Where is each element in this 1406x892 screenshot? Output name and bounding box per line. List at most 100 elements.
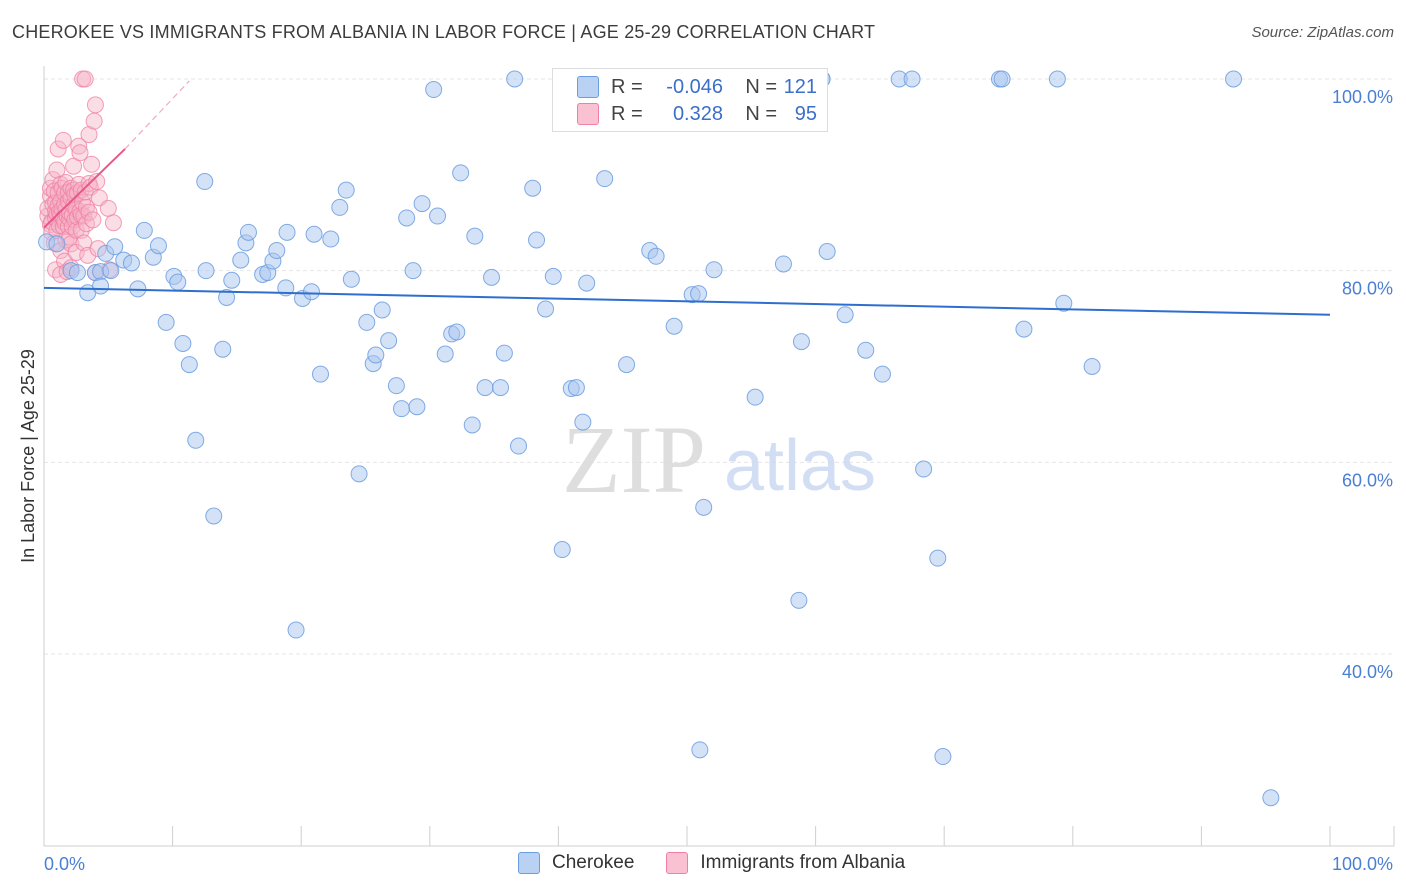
cherokee-point xyxy=(596,170,614,188)
cherokee-point xyxy=(618,356,636,374)
cherokee-point xyxy=(857,341,875,359)
cherokee-point xyxy=(492,379,510,397)
x-tick-label-max: 100.0% xyxy=(1332,854,1393,874)
albania-point xyxy=(54,131,72,149)
cherokee-point xyxy=(393,400,411,418)
cherokee-swatch xyxy=(577,76,599,98)
legend-row-albania: R = 0.328 N = 95 xyxy=(577,102,817,126)
legend-r-value: -0.046 xyxy=(666,75,723,98)
albania-point xyxy=(79,246,97,264)
cherokee-point xyxy=(413,195,431,213)
albania-point xyxy=(84,211,102,229)
legend-row-cherokee: R = -0.046 N = 121 xyxy=(577,75,817,99)
albania-point xyxy=(71,144,89,162)
cherokee-point xyxy=(495,344,513,362)
legend-r-value: 0.328 xyxy=(672,102,723,125)
cherokee-point xyxy=(373,301,391,319)
cherokee-point xyxy=(665,317,683,335)
cherokee-point xyxy=(196,173,214,191)
cherokee-point xyxy=(691,741,709,759)
cherokee-point xyxy=(567,379,585,397)
cherokee-point xyxy=(331,198,349,216)
cherokee-point xyxy=(466,227,484,245)
cherokee-point xyxy=(690,285,708,303)
cherokee-point xyxy=(1225,70,1243,88)
y-tick-label: 40.0% xyxy=(1342,662,1393,682)
legend-r-label: R = xyxy=(611,102,643,125)
y-tick-label: 80.0% xyxy=(1342,279,1393,299)
cherokee-point xyxy=(287,621,305,639)
albania-series xyxy=(39,70,122,283)
cherokee-point xyxy=(537,300,555,318)
gridlines xyxy=(44,78,1394,655)
cherokee-point xyxy=(993,70,1011,88)
legend-label-albania: Immigrants from Albania xyxy=(700,852,906,873)
cherokee-point xyxy=(106,238,124,256)
y-tick-label: 100.0% xyxy=(1332,87,1393,107)
cherokee-point xyxy=(915,460,933,478)
watermark-atlas: atlas xyxy=(724,426,876,506)
albania-point xyxy=(80,203,98,221)
cherokee-point xyxy=(510,437,528,455)
cherokee-point xyxy=(1262,789,1280,807)
cherokee-point xyxy=(149,237,167,255)
source-label: Source: ZipAtlas.com xyxy=(1251,24,1394,41)
cherokee-point xyxy=(553,541,571,559)
cherokee-point xyxy=(578,274,596,292)
cherokee-point xyxy=(506,70,524,88)
cherokee-point xyxy=(524,179,542,197)
x-tick-label-min: 0.0% xyxy=(44,854,85,874)
cherokee-point xyxy=(544,267,562,285)
cherokee-point xyxy=(223,271,241,289)
cherokee-point xyxy=(180,356,198,374)
cherokee-point xyxy=(818,243,836,260)
legend-item-cherokee[interactable]: Cherokee xyxy=(518,852,634,874)
cherokee-point xyxy=(122,254,140,272)
cherokee-point xyxy=(311,365,329,383)
albania-point xyxy=(85,112,103,130)
cherokee-point xyxy=(174,335,192,352)
cherokee-point xyxy=(239,223,257,241)
cherokee-point xyxy=(1083,358,1101,375)
cherokee-point xyxy=(705,261,723,279)
albania-point xyxy=(99,199,117,217)
cherokee-point xyxy=(934,748,952,766)
cherokee-legend-swatch xyxy=(518,852,540,874)
cherokee-point xyxy=(135,221,153,239)
cherokee-point xyxy=(205,507,223,525)
albania-point xyxy=(48,161,66,179)
zipatlas-watermark: ZIP atlas xyxy=(562,406,876,513)
albania-point xyxy=(104,214,122,232)
albania-swatch xyxy=(577,103,599,125)
cherokee-point xyxy=(574,413,592,431)
legend-n-label: N = xyxy=(745,75,777,98)
cherokee-point xyxy=(1015,320,1033,338)
albania-point xyxy=(80,126,98,144)
cherokee-point xyxy=(429,207,447,225)
cherokee-point xyxy=(302,283,320,301)
albania-point xyxy=(83,155,101,173)
series-legend: Cherokee Immigrants from Albania xyxy=(518,852,937,874)
cherokee-point xyxy=(792,333,810,351)
cherokee-point xyxy=(408,398,426,416)
albania-trend-extension xyxy=(124,80,190,150)
albania-point xyxy=(70,137,88,155)
legend-item-albania[interactable]: Immigrants from Albania xyxy=(666,852,905,874)
cherokee-point xyxy=(387,377,405,395)
albania-trend-line xyxy=(43,148,126,229)
cherokee-point xyxy=(463,416,481,434)
cherokee-point xyxy=(322,230,340,248)
cherokee-point xyxy=(398,209,416,227)
legend-n-value: 95 xyxy=(794,102,817,125)
cherokee-point xyxy=(197,262,215,280)
cherokee-point xyxy=(169,273,187,291)
cherokee-point xyxy=(358,313,376,331)
cherokee-point xyxy=(903,70,921,88)
albania-point xyxy=(67,221,85,239)
correlation-legend: R = -0.046 N = 121 R = 0.328 N = 95 xyxy=(552,68,828,132)
cherokee-point xyxy=(476,379,494,397)
albania-legend-swatch xyxy=(666,852,689,874)
cherokee-point xyxy=(92,277,110,295)
cherokee-point xyxy=(1048,70,1066,88)
